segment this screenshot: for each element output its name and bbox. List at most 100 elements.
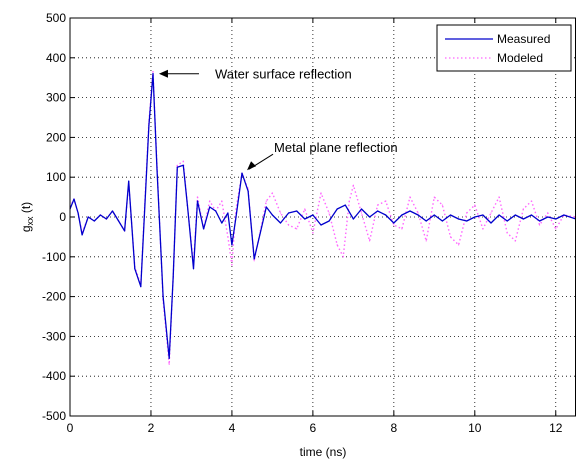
data-point-measured [498, 214, 500, 216]
data-point-measured [271, 214, 273, 216]
y-tick-label: -400 [42, 369, 66, 383]
data-point-modeled [279, 212, 282, 214]
data-point-modeled [522, 208, 525, 210]
data-point-measured [336, 208, 338, 210]
data-point-measured [118, 220, 120, 222]
data-point-measured [474, 216, 476, 218]
data-point-measured [320, 224, 322, 226]
data-point-measured [369, 216, 371, 218]
x-axis-label: time (ns) [300, 445, 347, 459]
data-point-modeled [441, 204, 443, 206]
annotation-water-surface: Water surface reflection [215, 67, 352, 82]
data-point-measured [449, 214, 452, 216]
annotation-arrowhead-water [158, 69, 168, 78]
data-point-measured [162, 296, 164, 298]
data-point-measured [156, 168, 158, 170]
data-point-modeled [385, 200, 387, 202]
data-point-measured [328, 220, 330, 222]
data-point-modeled [271, 192, 273, 194]
data-point-measured [344, 204, 346, 206]
data-point-measured [148, 124, 150, 127]
data-point-measured [506, 220, 508, 222]
data-point-measured [304, 218, 306, 220]
grid [70, 18, 576, 416]
data-point-modeled [555, 228, 557, 230]
y-tick-label: 300 [46, 91, 66, 105]
data-point-measured [425, 220, 427, 222]
data-point-measured [563, 214, 565, 216]
data-point-modeled [288, 224, 290, 226]
data-point-measured [168, 357, 170, 359]
data-point-modeled [296, 228, 298, 230]
y-tick-label: -100 [42, 250, 66, 264]
x-tick-label: 12 [549, 421, 563, 435]
y-axis-label: gxx (t) [19, 202, 35, 232]
data-point-measured [87, 216, 89, 218]
y-tick-label: 100 [46, 170, 66, 184]
data-point-measured [458, 218, 460, 220]
data-point-modeled [490, 212, 492, 214]
y-axis-label-sub: xx [25, 216, 35, 226]
data-point-modeled [449, 236, 452, 238]
data-point-measured [172, 276, 174, 278]
data-point-modeled [401, 228, 403, 230]
data-point-modeled [409, 196, 411, 198]
data-point-measured [81, 234, 83, 236]
data-point-modeled [312, 232, 314, 234]
data-point-measured [227, 212, 229, 214]
data-point-modeled [265, 200, 267, 202]
y-tick-label: 200 [46, 130, 66, 144]
data-point-modeled [253, 260, 255, 262]
data-point-measured [73, 198, 75, 200]
data-point-measured [265, 206, 267, 208]
data-point-modeled [342, 256, 344, 258]
data-point-modeled [466, 212, 468, 214]
data-point-measured [186, 204, 188, 206]
y-tick-label: -200 [42, 290, 66, 304]
y-axis-label-suffix: (t) [19, 202, 33, 217]
data-point-modeled [336, 244, 338, 246]
annotation-metal-plane: Metal plane reflection [274, 140, 398, 155]
data-point-modeled [433, 196, 435, 198]
data-point-measured [466, 220, 468, 222]
legend-label-measured: Measured [497, 32, 550, 46]
x-tick-label: 10 [468, 421, 482, 435]
data-point-modeled [168, 363, 170, 365]
data-point-measured [209, 206, 211, 208]
data-point-measured [111, 210, 114, 212]
data-point-modeled [474, 204, 476, 206]
data-point-measured [152, 73, 154, 75]
data-point-measured [514, 214, 516, 216]
data-point-measured [231, 244, 233, 246]
annotation-arrowhead-metal [247, 161, 257, 171]
data-point-measured [221, 222, 223, 224]
data-point-modeled [417, 212, 419, 214]
data-point-modeled [377, 204, 379, 206]
x-tick-label: 6 [310, 421, 317, 435]
data-point-modeled [227, 236, 229, 238]
data-point-measured [77, 212, 79, 214]
data-point-modeled [506, 232, 508, 234]
data-point-measured [176, 166, 178, 168]
data-point-measured [547, 216, 549, 218]
data-point-measured [409, 210, 411, 212]
data-point-modeled [182, 160, 184, 162]
data-point-modeled [221, 200, 223, 202]
ticks: 0 2 4 6 8 10 12 -500 -400 -300 -200 -100 0 100 200 300 4… [42, 11, 563, 435]
data-point-measured [539, 220, 541, 222]
data-point-modeled [352, 184, 354, 186]
data-point-modeled [514, 240, 516, 242]
data-point-measured [393, 222, 395, 224]
y-tick-label: 400 [46, 51, 66, 65]
data-point-modeled [360, 212, 363, 214]
data-point-measured [253, 258, 255, 260]
data-point-modeled [176, 164, 178, 166]
data-point-measured [259, 232, 261, 234]
legend-box [436, 24, 572, 72]
data-point-measured [144, 204, 146, 206]
data-point-measured [385, 214, 387, 216]
data-point-modeled [393, 224, 395, 226]
data-point-modeled [152, 71, 154, 73]
data-point-modeled [320, 192, 322, 194]
